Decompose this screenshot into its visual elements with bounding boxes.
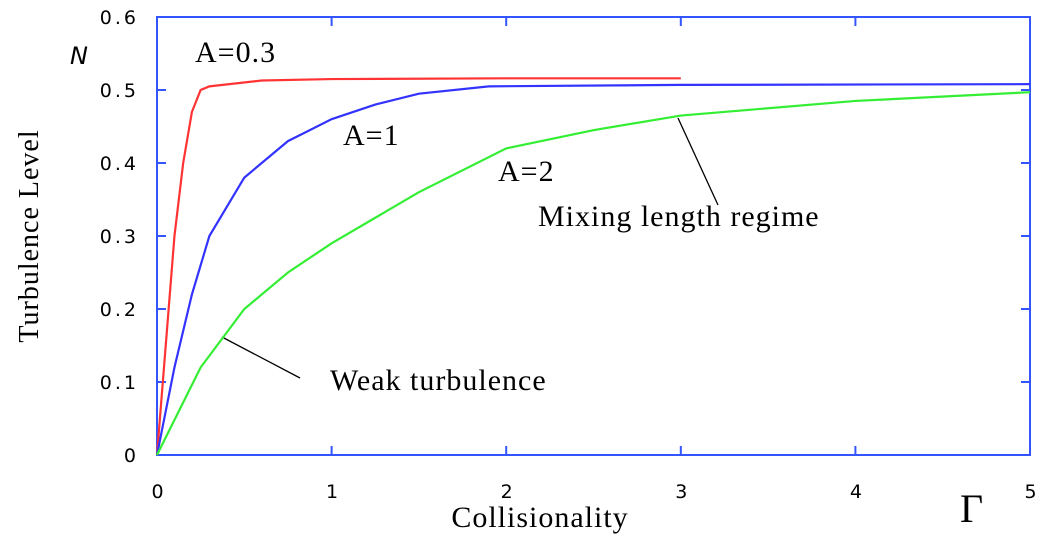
annotation: A=2 <box>498 155 555 188</box>
y-symbol: N <box>70 42 88 70</box>
data-line <box>155 83 1031 456</box>
y-axis-label: Turbulence Level <box>14 129 45 342</box>
x-symbol: Γ <box>960 486 983 531</box>
data-line <box>155 77 681 456</box>
y-tick-label: 0.4 <box>100 153 139 175</box>
x-axis-label: Collisionality <box>451 501 628 534</box>
x-tick-label: 3 <box>675 481 690 503</box>
leader-line <box>221 336 301 379</box>
y-tick-label: 0.1 <box>100 372 139 394</box>
y-tick-label: 0.2 <box>100 299 139 321</box>
annotation: A=1 <box>343 119 400 152</box>
x-tick-label: 0 <box>151 481 166 503</box>
x-tick-label: 2 <box>501 481 516 503</box>
x-tick-label: 1 <box>326 481 341 503</box>
y-tick-label: 0.6 <box>100 7 139 29</box>
y-tick-label: 0 <box>124 445 139 467</box>
data-line <box>156 91 1031 456</box>
annotation: Mixing length regime <box>538 200 820 233</box>
plot-frame <box>156 16 1031 456</box>
annotation: Weak turbulence <box>330 364 547 397</box>
x-tick-label: 4 <box>850 481 865 503</box>
annotation: A=0.3 <box>195 36 276 69</box>
y-tick-label: 0.5 <box>100 80 139 102</box>
leader-line <box>677 117 719 206</box>
x-tick-label: 5 <box>1024 481 1039 503</box>
y-tick-label: 0.3 <box>100 226 139 248</box>
